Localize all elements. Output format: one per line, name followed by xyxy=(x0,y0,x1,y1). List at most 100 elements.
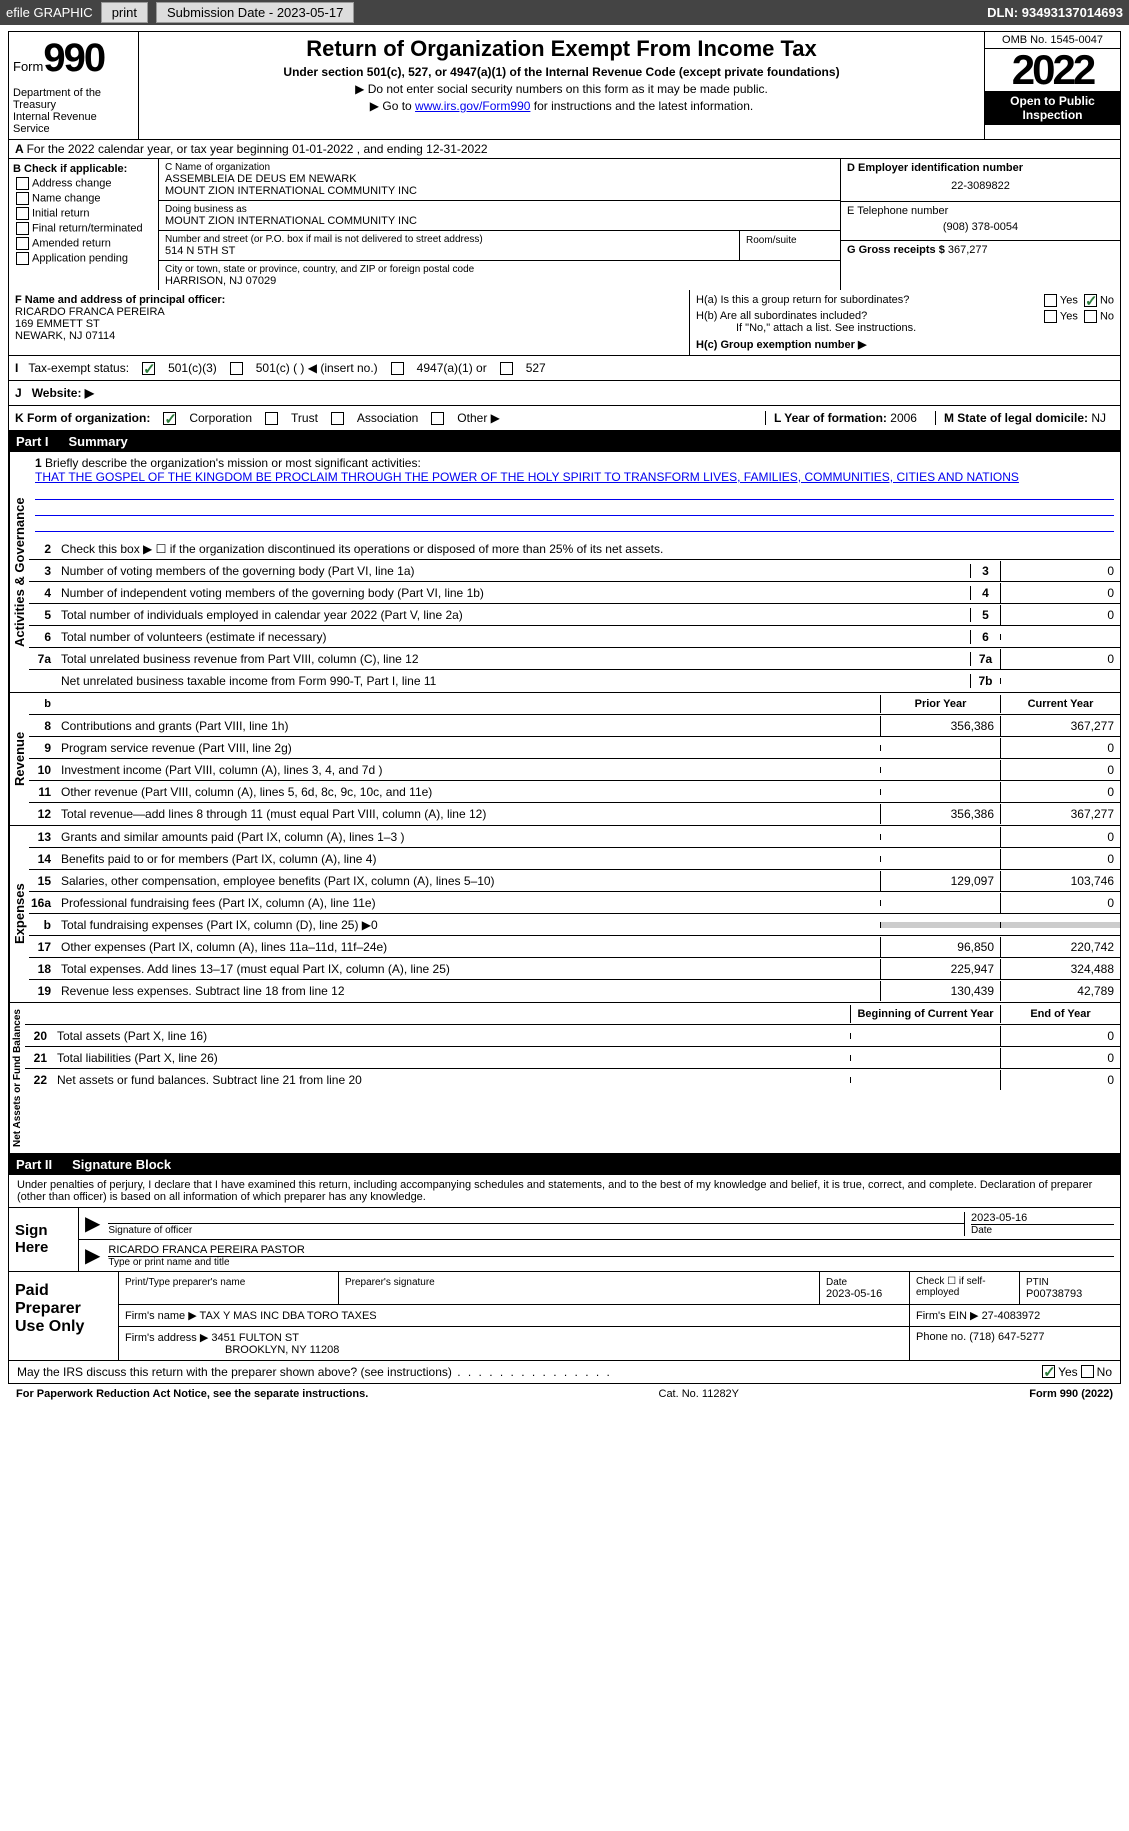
sig-declaration: Under penalties of perjury, I declare th… xyxy=(9,1175,1120,1207)
hc-row: H(c) Group exemption number ▶ xyxy=(696,338,1114,351)
hb-row: H(b) Are all subordinates included? Yes … xyxy=(696,310,1114,322)
cb-527[interactable] xyxy=(500,362,513,375)
cb-trust[interactable] xyxy=(265,412,278,425)
cb-discuss-no[interactable] xyxy=(1081,1365,1094,1378)
officer-addr1: 169 EMMETT ST xyxy=(15,318,100,330)
cb-discuss-yes[interactable] xyxy=(1042,1365,1055,1378)
firm-phone-label: Phone no. xyxy=(916,1331,969,1343)
paid-preparer-label: Paid Preparer Use Only xyxy=(9,1272,119,1360)
firm-name-label: Firm's name ▶ xyxy=(125,1310,200,1322)
label-activities: Activities & Governance xyxy=(9,452,29,692)
efile-label: efile GRAPHIC xyxy=(6,5,93,20)
form-number: Form990 xyxy=(13,36,134,81)
form-line: 12Total revenue—add lines 8 through 11 (… xyxy=(29,803,1120,825)
col-b-checkboxes: B Check if applicable: Address change Na… xyxy=(9,159,159,290)
form-line: 17Other expenses (Part IX, column (A), l… xyxy=(29,936,1120,958)
mission-block: 1 Briefly describe the organization's mi… xyxy=(29,452,1120,538)
rev-header: b Prior YearCurrent Year xyxy=(29,693,1120,715)
mission-text[interactable]: THAT THE GOSPEL OF THE KINGDOM BE PROCLA… xyxy=(35,470,1019,484)
cb-corp[interactable] xyxy=(163,412,176,425)
form-line: bTotal fundraising expenses (Part IX, co… xyxy=(29,914,1120,936)
org-name2: MOUNT ZION INTERNATIONAL COMMUNITY INC xyxy=(165,185,834,197)
paid-date: 2023-05-16 xyxy=(826,1288,882,1300)
open-inspection: Open to Public Inspection xyxy=(985,91,1120,125)
cb-4947[interactable] xyxy=(391,362,404,375)
preparer-sig-label: Preparer's signature xyxy=(345,1277,435,1288)
form-header: Form990 Department of the Treasury Inter… xyxy=(8,31,1121,140)
dba-label: Doing business as xyxy=(165,204,834,215)
form-line: 13Grants and similar amounts paid (Part … xyxy=(29,826,1120,848)
firm-ein: 27-4083972 xyxy=(982,1310,1041,1322)
toolbar: efile GRAPHIC print Submission Date - 20… xyxy=(0,0,1129,25)
form-line: 18Total expenses. Add lines 13–17 (must … xyxy=(29,958,1120,980)
label-c: C Name of organization xyxy=(165,162,834,173)
m-label: M State of legal domicile: xyxy=(944,411,1091,425)
sig-date-label: Date xyxy=(971,1224,1114,1236)
j-label: J xyxy=(15,386,22,400)
label-netassets: Net Assets or Fund Balances xyxy=(9,1003,25,1153)
cb-initial-return[interactable]: Initial return xyxy=(13,207,154,220)
cb-501c[interactable] xyxy=(230,362,243,375)
i-label: I xyxy=(15,361,18,375)
tax-year: 2022 xyxy=(985,49,1120,91)
cb-app-pending[interactable]: Application pending xyxy=(13,252,154,265)
form-line: 7aTotal unrelated business revenue from … xyxy=(29,648,1120,670)
form-line: 14Benefits paid to or for members (Part … xyxy=(29,848,1120,870)
l-label: L Year of formation: xyxy=(774,411,890,425)
officer-name-title: RICARDO FRANCA PEREIRA PASTOR xyxy=(108,1244,1114,1256)
dept-treasury: Department of the Treasury Internal Reve… xyxy=(13,81,134,135)
form-line: 20Total assets (Part X, line 16)0 xyxy=(25,1025,1120,1047)
org-name1: ASSEMBLEIA DE DEUS EM NEWARK xyxy=(165,173,834,185)
form-line: 16aProfessional fundraising fees (Part I… xyxy=(29,892,1120,914)
firm-addr-label: Firm's address ▶ xyxy=(125,1332,211,1344)
addr-value: 514 N 5TH ST xyxy=(165,245,733,257)
dba-value: MOUNT ZION INTERNATIONAL COMMUNITY INC xyxy=(165,215,834,227)
form-line: 15Salaries, other compensation, employee… xyxy=(29,870,1120,892)
sig-date: 2023-05-16 xyxy=(971,1212,1114,1224)
form-line: 19Revenue less expenses. Subtract line 1… xyxy=(29,980,1120,1002)
phone-label: E Telephone number xyxy=(847,205,1114,217)
form-note1: ▶ Do not enter social security numbers o… xyxy=(149,82,974,96)
cb-assoc[interactable] xyxy=(331,412,344,425)
form-line: 4Number of independent voting members of… xyxy=(29,582,1120,604)
form-title: Return of Organization Exempt From Incom… xyxy=(149,36,974,62)
part1-header: Part ISummary xyxy=(8,431,1121,452)
label-revenue: Revenue xyxy=(9,693,29,825)
officer-name: RICARDO FRANCA PEREIRA xyxy=(15,306,165,318)
city-value: HARRISON, NJ 07029 xyxy=(165,275,834,287)
form-line: 6Total number of volunteers (estimate if… xyxy=(29,626,1120,648)
gross-value: 367,277 xyxy=(948,244,988,256)
name-title-label: Type or print name and title xyxy=(108,1256,1114,1268)
cb-final-return[interactable]: Final return/terminated xyxy=(13,222,154,235)
self-employed: Check ☐ if self-employed xyxy=(910,1272,1020,1304)
form-line: 2Check this box ▶ ☐ if the organization … xyxy=(29,538,1120,560)
print-button[interactable]: print xyxy=(101,2,148,23)
ptin-label: PTIN xyxy=(1026,1277,1049,1288)
firm-city: BROOKLYN, NY 11208 xyxy=(225,1344,339,1356)
form-line: 9Program service revenue (Part VIII, lin… xyxy=(29,737,1120,759)
f-label: F Name and address of principal officer: xyxy=(15,294,225,306)
ein-value: 22-3089822 xyxy=(847,174,1114,198)
sig-officer-label: Signature of officer xyxy=(108,1225,192,1236)
cb-address-change[interactable]: Address change xyxy=(13,177,154,190)
cb-amended[interactable]: Amended return xyxy=(13,237,154,250)
k-label: K Form of organization: xyxy=(15,411,150,425)
state-domicile: NJ xyxy=(1091,411,1106,425)
irs-link[interactable]: www.irs.gov/Form990 xyxy=(415,99,530,113)
cb-501c3[interactable] xyxy=(142,362,155,375)
form-line: Net unrelated business taxable income fr… xyxy=(29,670,1120,692)
cb-other[interactable] xyxy=(431,412,444,425)
form-line: 3Number of voting members of the governi… xyxy=(29,560,1120,582)
label-expenses: Expenses xyxy=(9,826,29,1002)
form-line: 10Investment income (Part VIII, column (… xyxy=(29,759,1120,781)
cb-name-change[interactable]: Name change xyxy=(13,192,154,205)
website-label: Website: ▶ xyxy=(32,386,94,400)
tax-status-label: Tax-exempt status: xyxy=(28,361,129,375)
arrow-icon: ▶ xyxy=(85,1211,100,1236)
form-line: 8Contributions and grants (Part VIII, li… xyxy=(29,715,1120,737)
paid-date-label: Date xyxy=(826,1277,847,1288)
officer-addr2: NEWARK, NJ 07114 xyxy=(15,330,115,342)
ptin-value: P00738793 xyxy=(1026,1288,1082,1300)
firm-ein-label: Firm's EIN ▶ xyxy=(916,1310,982,1322)
na-header: Beginning of Current YearEnd of Year xyxy=(25,1003,1120,1025)
